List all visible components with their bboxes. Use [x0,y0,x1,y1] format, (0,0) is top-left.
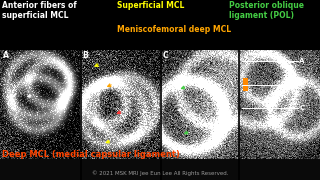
FancyBboxPatch shape [0,159,320,180]
Text: Anterior fibers of
superficial MCL: Anterior fibers of superficial MCL [2,1,76,20]
Text: © 2021 MSK MRI Jee Eun Lee All Rights Reserved.: © 2021 MSK MRI Jee Eun Lee All Rights Re… [92,170,228,176]
FancyBboxPatch shape [0,0,320,50]
Text: Superficial MCL: Superficial MCL [117,1,184,10]
Text: Meniscofemoral deep MCL: Meniscofemoral deep MCL [117,25,231,34]
Text: C: C [299,105,304,111]
Text: B: B [83,51,88,60]
Text: Posterior oblique
ligament (POL): Posterior oblique ligament (POL) [229,1,304,20]
Text: A: A [299,58,305,64]
Text: Deep MCL (medial capsular ligament): Deep MCL (medial capsular ligament) [2,150,180,159]
FancyBboxPatch shape [243,78,248,91]
Text: A: A [3,51,8,60]
Text: B: B [299,82,304,88]
Text: C: C [163,51,168,60]
